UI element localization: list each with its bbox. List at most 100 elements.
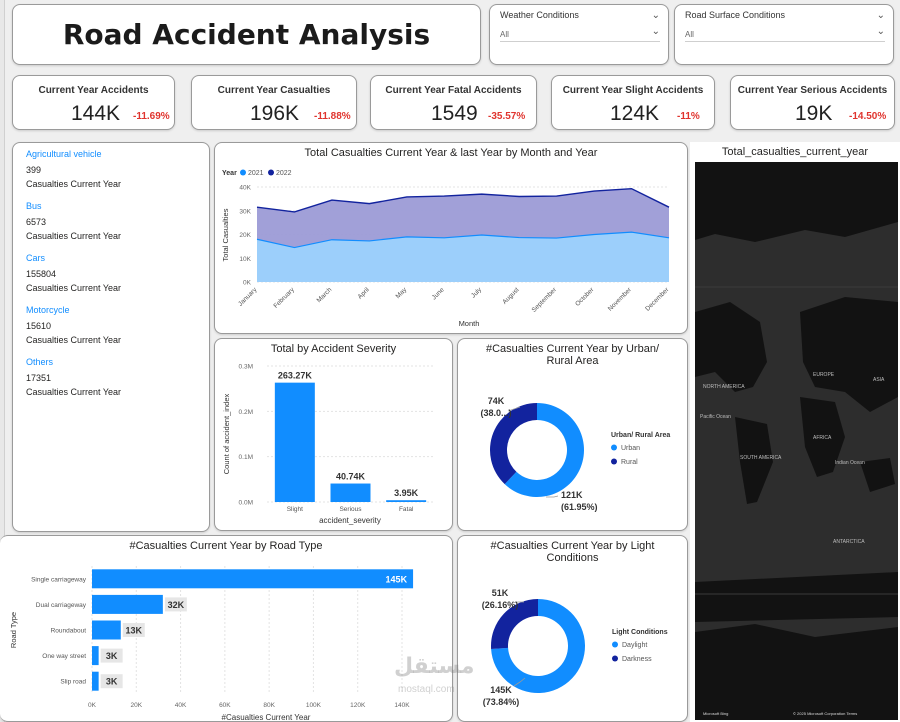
map-land-africa [800, 397, 845, 477]
severity-bar [330, 483, 371, 502]
vehicle-subtitle: Casualties Current Year [26, 231, 122, 241]
chart-title: #Casualties Current Year by Urban/ Rural… [458, 343, 687, 367]
chart-title-line: Rural Area [546, 355, 599, 367]
y-tick-label: 20K [239, 232, 251, 239]
legend-entry: Daylight [622, 642, 647, 649]
chevron-down-icon[interactable]: ⌄ [876, 26, 885, 37]
map-visual: Total_casualties_current_year NORTH AMER… [690, 142, 900, 722]
kpi-card-serious: Current Year Serious Accidents 19K -14.5… [730, 75, 895, 130]
y-tick-label: 0.3M [239, 364, 253, 371]
data-label-bg [164, 597, 187, 612]
data-label: 145K [386, 574, 408, 584]
x-tick-label: August [501, 286, 520, 305]
map-label: ANTARCTICA [833, 539, 865, 545]
title-card: Road Accident Analysis [12, 4, 481, 65]
x-tick-label: 20K [130, 702, 142, 709]
kpi-label: Current Year Accidents [38, 85, 149, 96]
x-tick-label: 80K [263, 702, 275, 709]
legend-title: Year [222, 170, 237, 177]
x-axis-title: Month [459, 319, 480, 328]
severity-chart: Total by Accident Severity 0.0M 0.1M 0.2M 0… [214, 338, 453, 531]
chart-title-line: Conditions [546, 552, 599, 564]
road-surface-slicer[interactable]: Road Surface Conditions ⌄ All ⌄ [674, 4, 894, 65]
vehicle-item: Bus 6573 Casualties Current Year [26, 201, 209, 241]
donut-slice [491, 599, 538, 650]
vehicle-item: Agricultural vehicle 399 Casualties Curr… [26, 149, 209, 189]
data-label: 74K [488, 396, 505, 406]
world-map-svg[interactable] [695, 162, 898, 720]
kpi-change: -11% [677, 111, 700, 122]
data-label: 40.74K [336, 472, 366, 482]
page-title: Road Accident Analysis [62, 18, 431, 51]
kpi-value: 1549 [431, 102, 478, 125]
chart-title-line: #Casualties Current Year by Light [490, 540, 655, 552]
y-tick-label: 30K [239, 208, 251, 215]
vehicle-subtitle: Casualties Current Year [26, 387, 122, 397]
kpi-label: Current Year Serious Accidents [737, 85, 888, 96]
data-label: 3.95K [394, 488, 419, 498]
x-tick-label: 40K [175, 702, 187, 709]
legend-title: Light Conditions [612, 629, 668, 636]
legend-entry: Darkness [622, 656, 652, 663]
y-tick-label: Roundabout [51, 628, 87, 635]
x-tick-label: Fatal [399, 506, 414, 513]
map-label: EUROPE [813, 372, 835, 378]
slicer-dropdown[interactable]: All ⌄ [685, 26, 885, 42]
kpi-label: Current Year Slight Accidents [562, 85, 704, 96]
x-tick-label: 100K [306, 702, 322, 709]
watermark-sub: mostaql.com [398, 684, 455, 695]
vehicle-name: Cars [26, 253, 46, 263]
x-tick-label: July [470, 286, 484, 300]
chevron-down-icon[interactable]: ⌄ [651, 26, 660, 37]
donut-slice [491, 599, 585, 693]
map-label: SOUTH AMERICA [740, 455, 782, 461]
x-tick-label: Slight [287, 506, 303, 513]
legend-entry: 2022 [276, 170, 292, 177]
chart-title: Total by Accident Severity [270, 343, 397, 355]
vehicle-subtitle: Casualties Current Year [26, 283, 122, 293]
x-axis-title: #Casualties Current Year [222, 713, 311, 722]
y-tick-label: 10K [239, 256, 251, 263]
slicer-dropdown[interactable]: All ⌄ [500, 26, 660, 42]
data-label-percent: (26.16%) [482, 600, 519, 610]
kpi-value: 19K [795, 102, 833, 125]
chart-title: #Casualties Current Year by Light Condit… [458, 540, 687, 564]
window-left-edge [0, 0, 5, 722]
map-land-australia [860, 458, 895, 492]
map-attribution-bing: Microsoft Bing [703, 711, 729, 716]
slicer-value: All [685, 30, 694, 39]
vehicle-subtitle: Casualties Current Year [26, 179, 122, 189]
urban-donut-svg: Urban/ Rural Area Urban Rural 121K (61.95%) 7… [480, 396, 670, 512]
severity-bar-svg: 0.0M 0.1M 0.2M 0.3M 263.27K Slight 40.74K Serio… [222, 364, 434, 525]
kpi-label: Current Year Fatal Accidents [385, 85, 522, 96]
y-tick-label: Slip road [60, 679, 86, 686]
urban-rural-chart: #Casualties Current Year by Urban/ Rural… [457, 338, 688, 531]
x-tick-label: December [644, 286, 671, 313]
chevron-down-icon[interactable]: ⌄ [651, 10, 660, 21]
line-2021 [256, 231, 670, 249]
map-land-antarctica [695, 572, 898, 622]
kpi-label: Current Year Casualties [217, 85, 331, 96]
y-tick-label: 40K [239, 185, 251, 192]
x-tick-label: March [316, 286, 334, 304]
y-axis-title: Count of accident_index [222, 394, 231, 475]
legend-marker [240, 169, 246, 176]
road-type-bar-svg: 0K 20K 40K 60K 80K 100K 120K 140K Single carriag… [9, 566, 414, 722]
chevron-down-icon[interactable]: ⌄ [876, 10, 885, 21]
road-type-bar [92, 646, 99, 666]
y-tick-label: 0.0M [239, 500, 253, 507]
vehicle-value: 6573 [26, 217, 47, 227]
legend-marker [612, 641, 618, 648]
map-land-north-america [695, 302, 767, 392]
map-canvas[interactable]: NORTH AMERICA EUROPE ASIA AFRICA SOUTH A… [695, 162, 898, 720]
light-conditions-chart: #Casualties Current Year by Light Condit… [457, 535, 688, 722]
weather-conditions-slicer[interactable]: Weather Conditions ⌄ All ⌄ [489, 4, 669, 65]
data-label-bg [100, 674, 123, 689]
data-label-bg [100, 648, 123, 663]
data-label-bg [122, 623, 145, 637]
legend-marker [611, 444, 617, 451]
y-tick-label: One way street [42, 653, 86, 660]
vehicle-value: 17351 [26, 373, 52, 383]
x-tick-label: Serious [339, 506, 362, 513]
data-label: 3K [106, 651, 118, 661]
